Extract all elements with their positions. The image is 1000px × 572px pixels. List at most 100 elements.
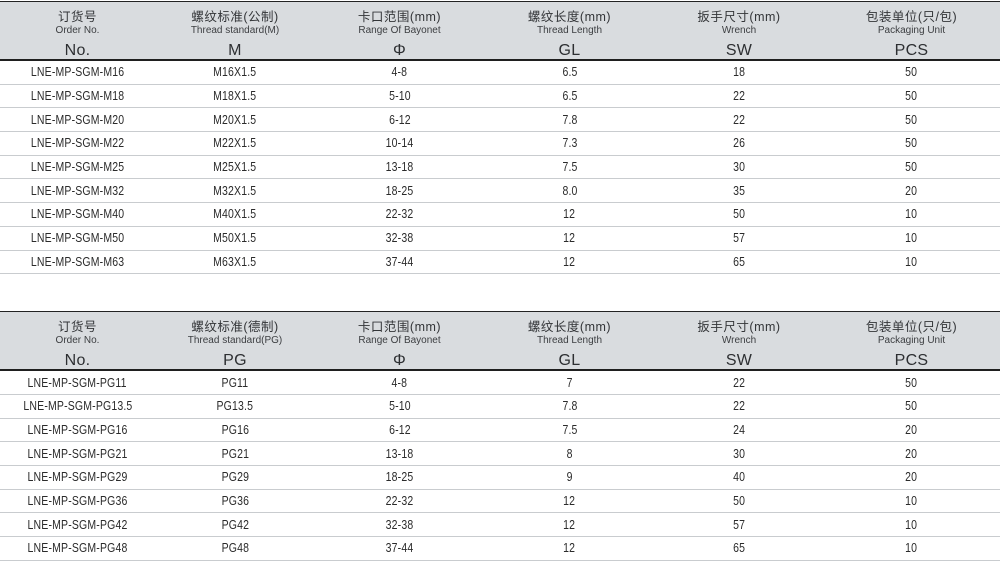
cell-order-no: LNE-MP-SGM-M32	[30, 183, 125, 198]
cell-thread-length: 7.5	[561, 160, 578, 175]
table-row: LNE-MP-SGM-M40 M40X1.5 22-32 12 50 10	[0, 203, 1000, 227]
table-row: LNE-MP-SGM-PG42 PG42 32-38 12 57 10	[0, 513, 1000, 537]
cell-thread-standard: PG13.5	[216, 399, 254, 414]
column-header: 包装单位(只/包) Packaging Unit PCS	[823, 320, 1000, 369]
cell-thread-standard: M50X1.5	[213, 231, 257, 246]
cell-thread-standard: PG42	[221, 517, 249, 532]
pg-table-body: LNE-MP-SGM-PG11 PG11 4-8 7 22 50 LNE-MP-…	[0, 371, 1000, 561]
cell-wrench-size: 22	[732, 89, 746, 104]
cell-thread-standard: M18X1.5	[213, 89, 257, 104]
column-symbol: PCS	[894, 352, 929, 370]
cell-thread-length: 12	[563, 541, 576, 556]
cell-wrench-size: 22	[732, 399, 746, 414]
column-title-en: Thread Length	[536, 25, 603, 36]
cell-thread-standard: M16X1.5	[213, 65, 257, 80]
column-header: 螺纹标准(公制) Thread standard(M) M	[155, 10, 315, 59]
table-row: LNE-MP-SGM-M22 M22X1.5 10-14 7.3 26 50	[0, 132, 1000, 156]
cell-packaging-unit: 10	[905, 231, 918, 246]
column-header: 卡口范围(mm) Range Of Bayonet Φ	[315, 320, 484, 369]
cell-thread-standard: PG48	[221, 541, 249, 556]
cell-wrench-size: 22	[732, 112, 746, 127]
column-symbol: No.	[64, 352, 91, 370]
column-title-en: Thread standard(M)	[190, 25, 280, 36]
table-row: LNE-MP-SGM-M16 M16X1.5 4-8 6.5 18 50	[0, 61, 1000, 85]
cell-order-no: LNE-MP-SGM-M50	[30, 231, 125, 246]
cell-thread-length: 6.5	[561, 89, 578, 104]
cell-order-no: LNE-MP-SGM-PG13.5	[22, 399, 133, 414]
cell-packaging-unit: 50	[905, 136, 918, 151]
cell-packaging-unit: 20	[905, 183, 918, 198]
cell-thread-standard: M32X1.5	[213, 183, 257, 198]
cell-order-no: LNE-MP-SGM-PG29	[27, 470, 128, 485]
cell-thread-length: 8.0	[561, 183, 578, 198]
cell-order-no: LNE-MP-SGM-PG42	[27, 517, 128, 532]
cell-wrench-size: 57	[732, 517, 746, 532]
cell-order-no: LNE-MP-SGM-M20	[30, 112, 125, 127]
cell-wrench-size: 22	[732, 375, 746, 390]
cell-wrench-size: 50	[732, 207, 746, 222]
cell-thread-length: 12	[563, 517, 576, 532]
cell-packaging-unit: 20	[905, 422, 918, 437]
cell-thread-length: 12	[563, 207, 576, 222]
cell-bayonet-range: 4-8	[391, 375, 408, 390]
cell-bayonet-range: 22-32	[385, 493, 414, 508]
column-symbol: PCS	[894, 42, 929, 59]
column-header: 螺纹标准(德制) Thread standard(PG) PG	[155, 320, 315, 369]
column-header: 螺纹长度(mm) Thread Length GL	[484, 10, 655, 59]
cell-bayonet-range: 32-38	[385, 517, 414, 532]
cell-bayonet-range: 6-12	[388, 112, 411, 127]
table-row: LNE-MP-SGM-PG48 PG48 37-44 12 65 10	[0, 537, 1000, 561]
spec-table-pg: 订货号 Order No. No. 螺纹标准(德制) Thread standa…	[0, 311, 1000, 561]
cell-thread-length: 7.8	[561, 112, 578, 127]
metric-table-header: 订货号 Order No. No. 螺纹标准(公制) Thread standa…	[0, 1, 1000, 61]
column-title-zh: 包装单位(只/包)	[865, 320, 958, 335]
column-symbol: PG	[223, 352, 247, 370]
cell-packaging-unit: 10	[905, 541, 918, 556]
cell-thread-standard: M40X1.5	[213, 207, 257, 222]
cell-thread-length: 7.5	[561, 422, 578, 437]
column-title-en: Wrench	[721, 335, 757, 347]
column-symbol: M	[228, 42, 242, 59]
column-title-zh: 螺纹标准(德制)	[191, 320, 279, 335]
cell-order-no: LNE-MP-SGM-M18	[30, 89, 125, 104]
cell-order-no: LNE-MP-SGM-PG16	[27, 422, 128, 437]
column-title-en: Range Of Bayonet	[358, 25, 441, 36]
column-title-zh: 订货号	[57, 320, 97, 335]
spec-table-metric: 订货号 Order No. No. 螺纹标准(公制) Thread standa…	[0, 1, 1000, 275]
cell-packaging-unit: 10	[905, 493, 918, 508]
table-row: LNE-MP-SGM-PG29 PG29 18-25 9 40 20	[0, 466, 1000, 490]
cell-packaging-unit: 10	[905, 207, 918, 222]
cell-bayonet-range: 10-14	[385, 136, 414, 151]
column-header: 包装单位(只/包) Packaging Unit PCS	[823, 10, 1000, 59]
column-symbol: SW	[725, 42, 753, 59]
cell-wrench-size: 50	[732, 493, 746, 508]
table-row: LNE-MP-SGM-PG16 PG16 6-12 7.5 24 20	[0, 419, 1000, 443]
column-title-zh: 螺纹长度(mm)	[527, 320, 612, 335]
column-title-en: Wrench	[721, 25, 757, 36]
cell-wrench-size: 35	[732, 183, 746, 198]
cell-wrench-size: 30	[732, 446, 746, 461]
cell-order-no: LNE-MP-SGM-PG11	[27, 375, 128, 390]
cell-wrench-size: 65	[732, 541, 746, 556]
cell-bayonet-range: 13-18	[385, 446, 414, 461]
column-symbol: No.	[64, 42, 91, 59]
cell-packaging-unit: 50	[905, 65, 918, 80]
cell-order-no: LNE-MP-SGM-M63	[30, 254, 125, 269]
cell-thread-length: 9	[566, 470, 573, 485]
column-header: 订货号 Order No. No.	[0, 320, 155, 369]
column-header: 卡口范围(mm) Range Of Bayonet Φ	[315, 10, 484, 59]
cell-thread-standard: PG36	[221, 493, 249, 508]
table-row: LNE-MP-SGM-M18 M18X1.5 5-10 6.5 22 50	[0, 85, 1000, 109]
table-row: LNE-MP-SGM-PG21 PG21 13-18 8 30 20	[0, 442, 1000, 466]
column-title-en: Range Of Bayonet	[358, 335, 441, 347]
table-row: LNE-MP-SGM-M32 M32X1.5 18-25 8.0 35 20	[0, 179, 1000, 204]
cell-bayonet-range: 18-25	[385, 183, 414, 198]
cell-packaging-unit: 50	[905, 375, 918, 390]
cell-thread-standard: PG29	[221, 470, 249, 485]
table-row: LNE-MP-SGM-M50 M50X1.5 32-38 12 57 10	[0, 227, 1000, 251]
column-title-zh: 订货号	[57, 10, 97, 24]
table-row: LNE-MP-SGM-M25 M25X1.5 13-18 7.5 30 50	[0, 156, 1000, 180]
cell-packaging-unit: 20	[905, 470, 918, 485]
column-title-en: Thread Length	[536, 335, 603, 347]
cell-order-no: LNE-MP-SGM-M16	[30, 65, 125, 80]
